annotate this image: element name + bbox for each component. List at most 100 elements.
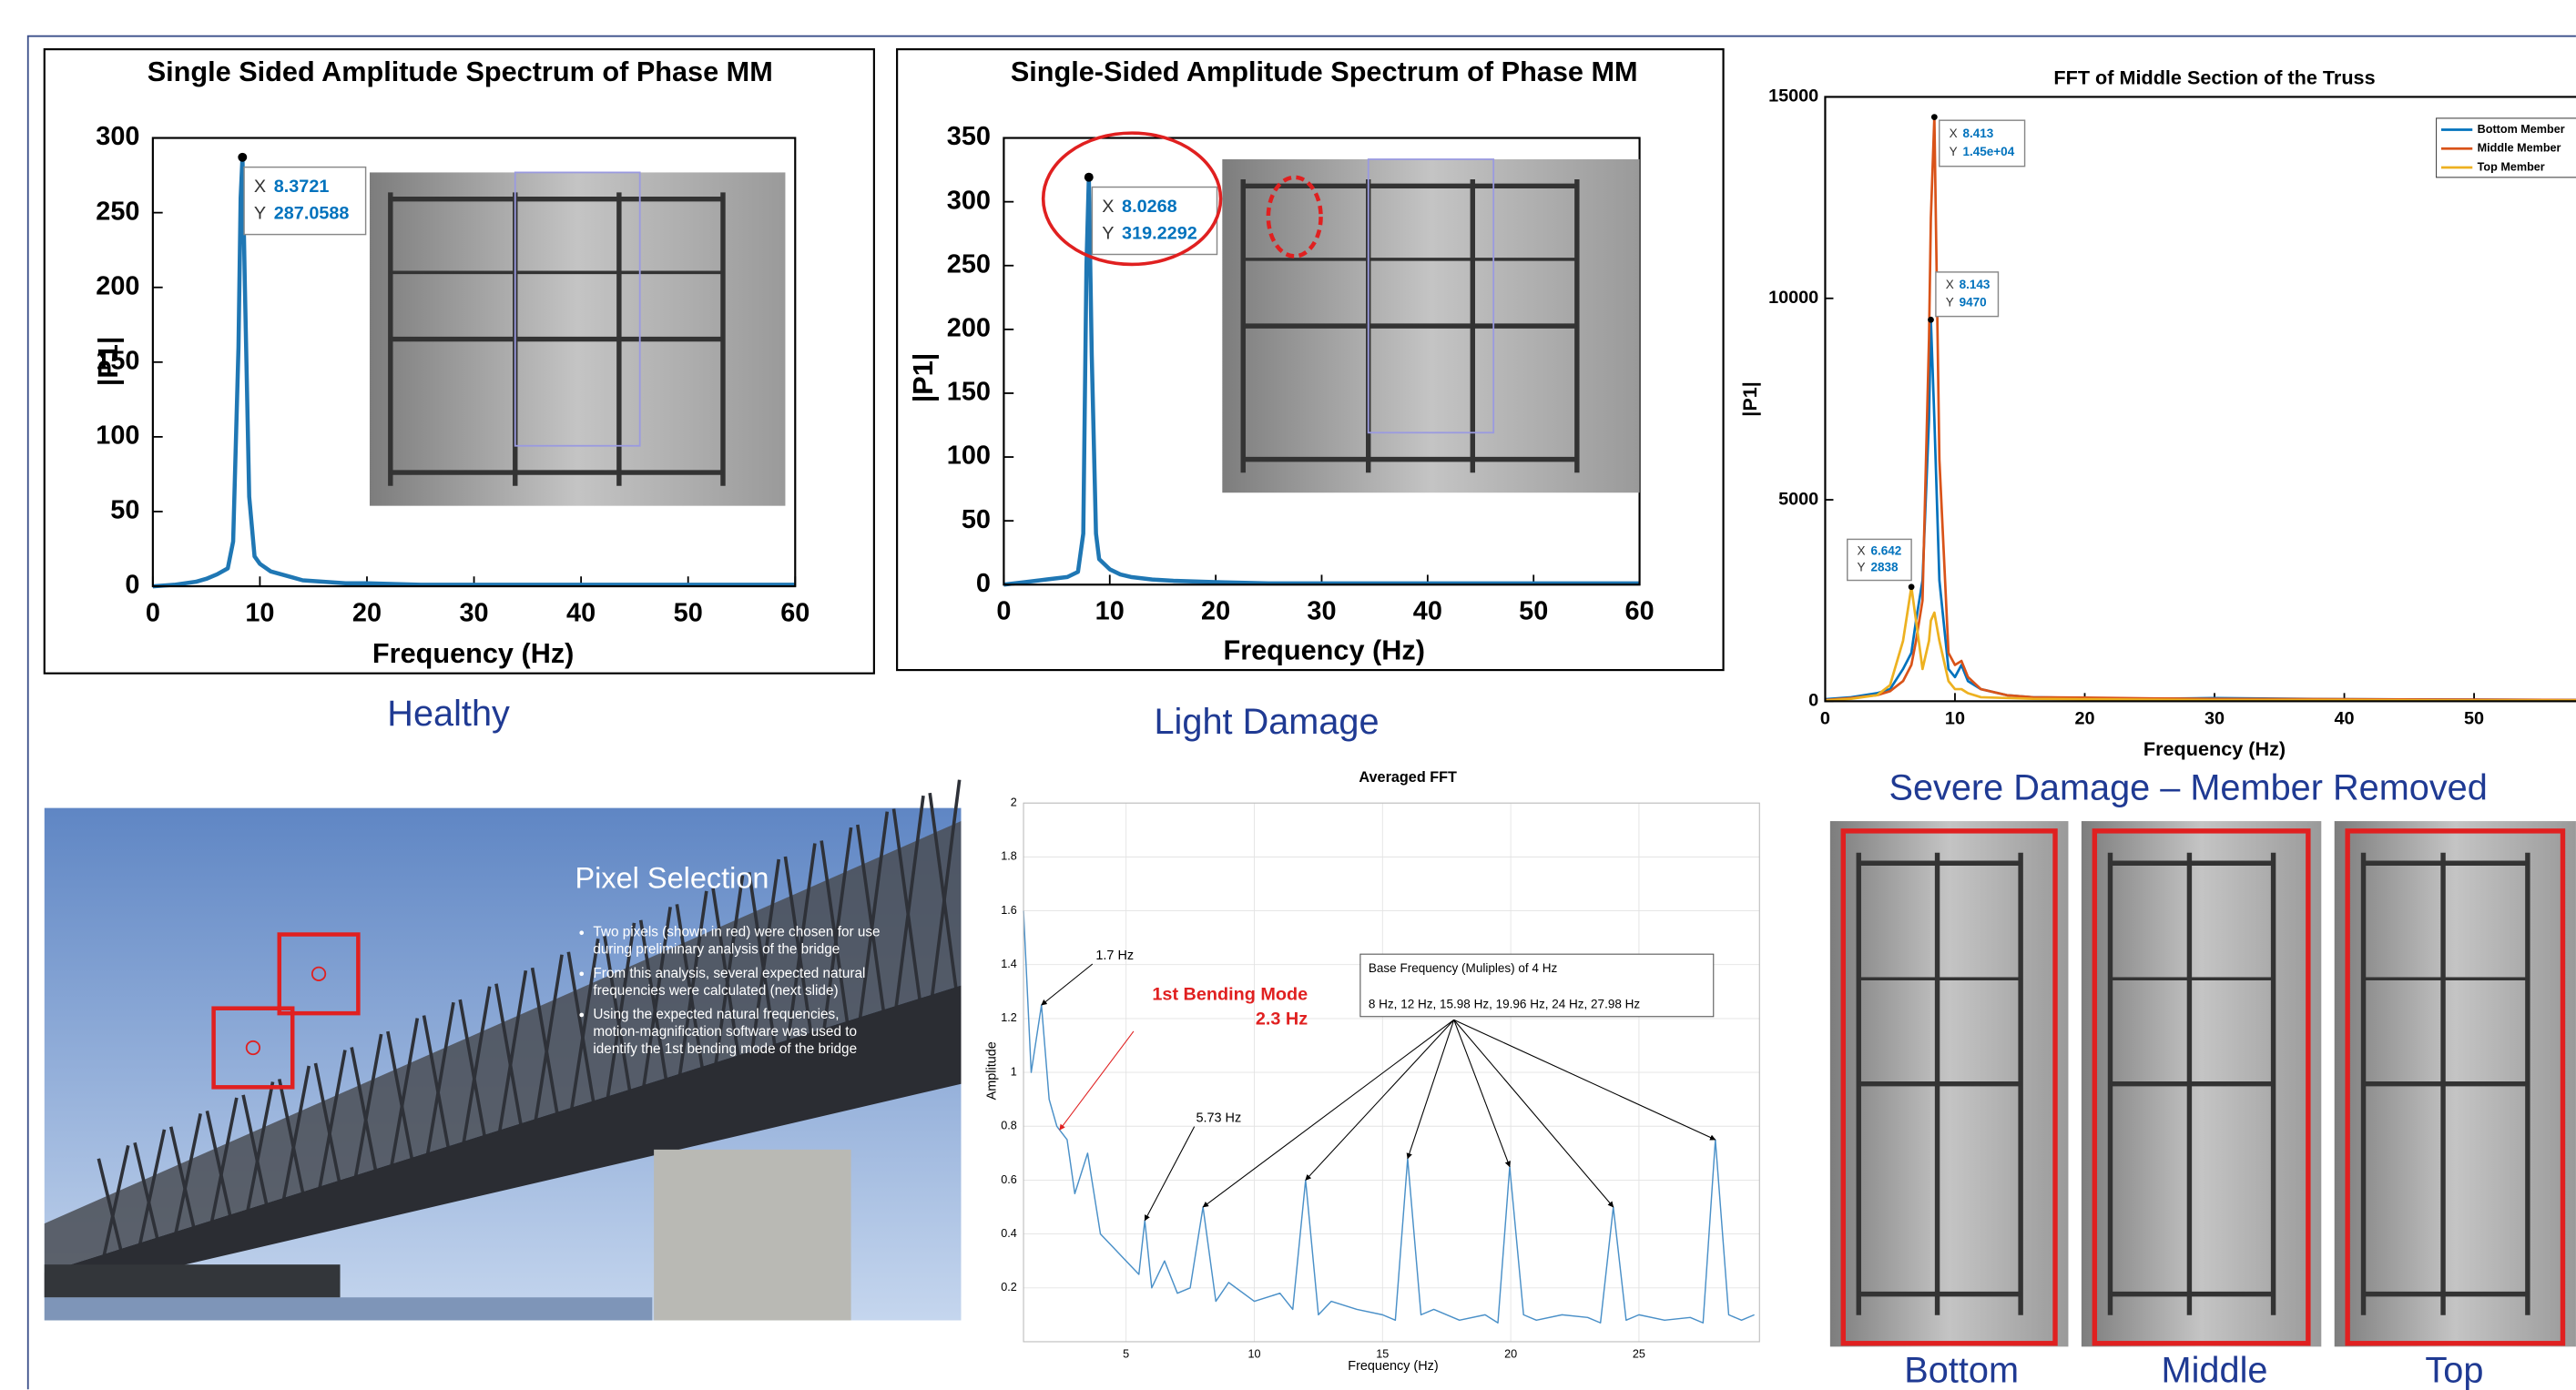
y-tick-label: 0.4 — [1001, 1227, 1017, 1240]
y-tick-label: 150 — [947, 378, 991, 407]
text-line: during preliminary analysis of the bridg… — [593, 942, 840, 958]
datatip-prefix: Y — [1950, 145, 1958, 158]
truss-diagonal — [856, 811, 890, 1038]
x-axis-label: Frequency (Hz) — [1223, 634, 1424, 665]
datatip-point — [1084, 172, 1094, 182]
pixel-box — [211, 1006, 295, 1090]
truss — [388, 192, 726, 486]
bullet — [579, 1012, 585, 1018]
datatip-prefix: Y — [1946, 296, 1954, 309]
datatip-x: 6.642 — [1870, 544, 1901, 558]
datatip-box — [1935, 271, 2000, 318]
truss-diagonal — [891, 795, 925, 1027]
annotation: 1.7 Hz — [1095, 949, 1134, 963]
x-tick-label: 40 — [566, 598, 596, 627]
highlight-dashed — [1266, 175, 1323, 259]
x-tick-label: 60 — [1625, 597, 1655, 626]
plot-area — [1825, 96, 2576, 702]
x-axis-label: Frequency (Hz) — [372, 638, 574, 669]
y-tick-label: 1.4 — [1001, 958, 1017, 970]
y-tick-label: 300 — [947, 186, 991, 215]
annotation-arrow — [1453, 1020, 1511, 1168]
x-tick-label: 10 — [245, 598, 274, 627]
datatip-y: 319.2292 — [1122, 224, 1197, 244]
x-tick-label: 0 — [1820, 708, 1830, 728]
y-tick-label: 0 — [1808, 691, 1818, 711]
chart-title: Averaged FFT — [1359, 769, 1457, 786]
truss-diagonal — [530, 954, 564, 1142]
y-tick-label: 250 — [96, 197, 139, 226]
y-tick-label: 1 — [1011, 1065, 1017, 1078]
x-tick-label: 5 — [1123, 1348, 1129, 1361]
y-axis-label: |P1| — [908, 353, 939, 403]
text-line: Single Sided Amplitude Spectrum of Phase… — [148, 56, 773, 87]
x-tick-label: 30 — [2204, 708, 2225, 728]
bridge-photo: Pixel Selection Two pixels (shown in red)… — [44, 779, 962, 1321]
y-tick-label: 0 — [125, 571, 139, 600]
datatip-prefix: Y — [254, 204, 266, 224]
truss-diagonal — [386, 1018, 420, 1188]
datatip-point — [1928, 316, 1934, 323]
y-tick-label: 15000 — [1768, 86, 1818, 107]
annotation-arrow — [1041, 963, 1094, 1006]
datatip-box — [1847, 538, 1912, 582]
member-highlight — [1840, 828, 2058, 1346]
x-tick-label: 40 — [1413, 597, 1442, 626]
bridge-truss — [44, 821, 962, 1273]
note-text: 8 Hz, 12 Hz, 15.98 Hz, 19.96 Hz, 24 Hz, … — [1369, 998, 1640, 1011]
selection-box — [1367, 158, 1495, 434]
chart-title: Single Sided Amplitude Spectrum of Phase… — [148, 56, 773, 87]
bridge-deck — [44, 985, 962, 1298]
datatip-prefix: X — [1102, 197, 1114, 217]
y-tick-label: 5000 — [1778, 489, 1818, 509]
x-tick-label: 10 — [1095, 597, 1125, 626]
y-tick-label: 1.2 — [1001, 1011, 1017, 1024]
y-tick-label: 300 — [96, 122, 139, 151]
y-tick-label: 200 — [96, 271, 139, 300]
annotation-arrow — [1144, 1126, 1196, 1222]
datatip-y: 287.0588 — [274, 204, 350, 224]
pixel — [311, 966, 327, 981]
text-line: frequencies were calculated (next slide) — [593, 983, 838, 999]
y-tick-label: 1.8 — [1001, 850, 1017, 863]
truss-diagonal — [350, 1033, 383, 1200]
bullet-text: From this analysis, several expected nat… — [593, 966, 865, 999]
text-line: Using the expected natural frequencies, — [593, 1007, 839, 1022]
axes-box — [151, 137, 797, 588]
y-tick-label: 50 — [962, 505, 991, 534]
x-tick-label: 40 — [2335, 708, 2355, 728]
truss-diagonal — [783, 843, 817, 1061]
y-tick-label: 200 — [947, 313, 991, 342]
y-tick-label: 1.6 — [1001, 904, 1017, 917]
datatip-point — [1908, 583, 1915, 591]
bullet-text: Using the expected natural frequencies, m… — [593, 1007, 857, 1057]
y-axis-label: |P1| — [1738, 381, 1761, 417]
annotation-arrow — [1059, 1030, 1135, 1131]
x-tick-label: 20 — [1201, 597, 1230, 626]
bullet — [579, 930, 585, 936]
datatip-prefix: Y — [1102, 224, 1114, 244]
highlight-circle — [1041, 131, 1223, 267]
legend-label: Top Member — [2478, 160, 2545, 173]
x-tick-label: 10 — [1945, 708, 1965, 728]
text-line: motion-magnification software was used t… — [593, 1024, 857, 1040]
text-line: FFT of Middle Section of the Truss — [2053, 66, 2375, 88]
chart-title: FFT of Middle Section of the Truss — [2053, 66, 2375, 88]
datatip-point — [238, 152, 248, 162]
pixel-box — [277, 932, 361, 1016]
datatip-x: 8.0268 — [1122, 197, 1177, 217]
member-highlight — [2345, 828, 2566, 1346]
x-tick-label: 20 — [352, 598, 382, 627]
truss-diagonal — [820, 827, 853, 1050]
datatip-x: 8.413 — [1962, 127, 1993, 140]
annotation-arrow — [1453, 1020, 1614, 1208]
bullet — [579, 971, 585, 977]
x-tick-label: 20 — [1504, 1348, 1517, 1361]
x-tick-label: 10 — [1247, 1348, 1260, 1361]
text-line: From this analysis, several expected nat… — [593, 966, 865, 981]
datatip-y: 9470 — [1960, 296, 1987, 309]
x-tick-label: 25 — [1633, 1348, 1645, 1361]
note-title: Base Frequency (Muliples) of 4 Hz — [1369, 961, 1558, 975]
axes-box — [1824, 96, 2576, 703]
